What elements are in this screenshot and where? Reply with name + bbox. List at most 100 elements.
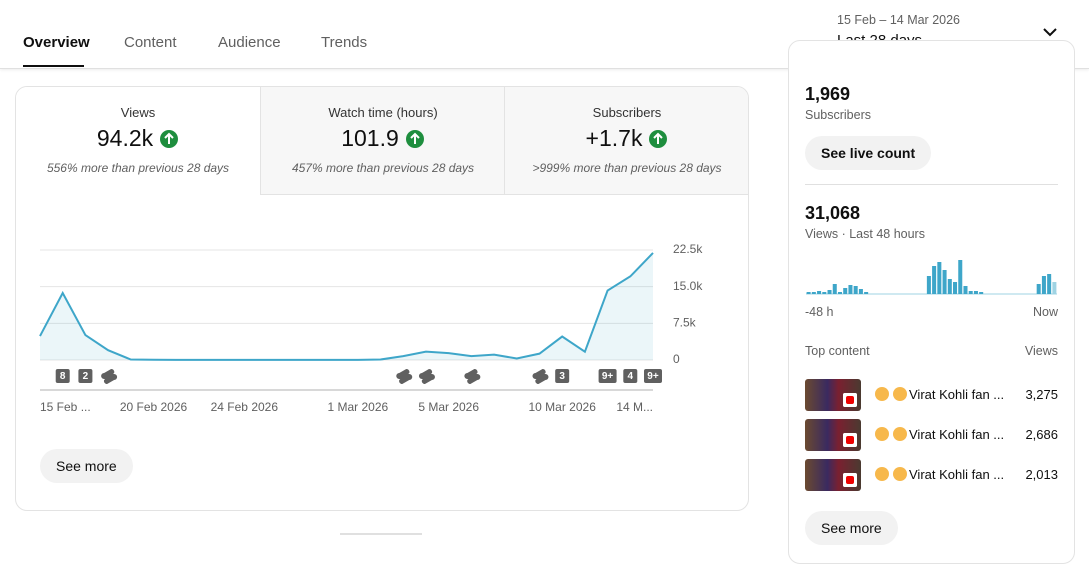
shorts-badge-icon: [846, 396, 854, 404]
metric-change: 556% more than previous 28 days: [46, 161, 230, 175]
bar: [811, 292, 816, 294]
tab[interactable]: Content: [124, 34, 177, 51]
bar: [963, 286, 968, 294]
marker-badge: [644, 369, 662, 383]
bar: [858, 289, 863, 294]
x-tick-label: 5 Mar 2026: [418, 400, 479, 414]
x-tick-label: 15 Feb ...: [40, 400, 91, 414]
date-range[interactable]: 15 Feb – 14 Mar 2026: [837, 13, 960, 27]
marker-badge: [55, 369, 70, 383]
tab-underline: [23, 65, 84, 67]
chevron[interactable]: [1042, 26, 1058, 40]
bar: [1047, 274, 1052, 294]
emoji: [875, 427, 889, 441]
content-views: 3,275: [1025, 387, 1058, 402]
y-tick-label: 15.0k: [673, 279, 703, 293]
marker-badge: [555, 369, 570, 383]
axis-start: -48 h: [805, 305, 834, 319]
x-tick-label: 10 Mar 2026: [528, 400, 596, 414]
metric-change: 457% more than previous 28 days: [291, 161, 475, 175]
line: [39, 252, 654, 361]
bar: [947, 279, 952, 294]
bar: [843, 288, 848, 294]
marker-label: 3: [559, 371, 565, 382]
bar: [926, 276, 931, 294]
shorts-icon: [464, 368, 481, 385]
metric-value: 94.2k: [96, 125, 154, 151]
metric-tile[interactable]: Views 94.2k 556% more than previous 28 d…: [16, 87, 260, 194]
shorts-badge-icon: [846, 476, 854, 484]
header: [0, 0, 1089, 69]
bar: [973, 291, 978, 294]
marker-badge: [78, 369, 93, 383]
metric-tile[interactable]: Subscribers +1.7k >999% more than previo…: [504, 87, 748, 195]
metric-change: >999% more than previous 28 days: [532, 161, 722, 175]
bar: [817, 291, 822, 294]
content-title[interactable]: Virat Kohli fan ...: [909, 387, 1005, 402]
y-tick-label: 22.5k: [673, 242, 703, 256]
divider: [805, 184, 1058, 185]
metric-value: +1.7k: [585, 125, 643, 151]
bar: [848, 285, 853, 294]
live-count-button[interactable]: See live count: [805, 136, 932, 170]
x-tick-label: 24 Feb 2026: [211, 400, 279, 414]
bar: [1052, 282, 1057, 294]
bar: [822, 292, 827, 294]
marker-label: 2: [83, 371, 89, 382]
metric-label: Watch time (hours): [328, 105, 438, 120]
bar: [937, 262, 942, 294]
see-more-button[interactable]: See more: [805, 511, 898, 545]
bar: [953, 282, 958, 294]
bar: [864, 292, 869, 294]
marker-label: 9+: [647, 371, 659, 382]
views-heading: Views: [1024, 344, 1058, 358]
content-title[interactable]: Virat Kohli fan ...: [909, 427, 1005, 442]
bar: [942, 270, 947, 294]
see-more-button[interactable]: See more: [40, 449, 133, 483]
metric-tile[interactable]: Watch time (hours) 101.9 457% more than …: [260, 87, 505, 195]
marker-badge: [623, 369, 638, 383]
subscriber-label: Subscribers: [805, 108, 871, 122]
bar: [1036, 284, 1041, 294]
tab[interactable]: Trends: [321, 34, 368, 51]
bar: [806, 292, 811, 294]
bar: [832, 284, 837, 294]
tab[interactable]: Overview: [23, 34, 90, 51]
metric-value: 101.9: [341, 125, 399, 151]
marker-badge: [598, 369, 617, 383]
x-tick-label: 14 M...: [616, 400, 653, 414]
y-tick-label: 0: [673, 352, 680, 366]
shorts-icon: [532, 368, 549, 385]
shorts-badge-icon: [846, 436, 854, 444]
subscriber-count: 1,969: [805, 84, 851, 104]
emoji: [875, 467, 889, 481]
area-fill: [40, 252, 653, 360]
bar: [958, 260, 963, 294]
views-count: 31,068: [805, 203, 861, 223]
axis-end: Now: [1032, 305, 1058, 319]
bar: [827, 290, 832, 294]
emoji: [893, 387, 907, 401]
x-tick-label: 1 Mar 2026: [328, 400, 389, 414]
bar: [932, 266, 937, 294]
emoji: [893, 467, 907, 481]
emoji: [875, 387, 889, 401]
tab[interactable]: Audience: [218, 34, 281, 51]
content-title[interactable]: Virat Kohli fan ...: [909, 467, 1005, 482]
marker-label: 8: [60, 371, 66, 382]
shorts-icon: [418, 368, 435, 385]
bar: [837, 292, 843, 294]
marker-label: 4: [628, 371, 634, 382]
top-content-heading: Top content: [805, 344, 870, 358]
marker-label: 9+: [602, 371, 614, 382]
content-views: 2,686: [1025, 427, 1058, 442]
up-icon: [405, 129, 424, 148]
overview-card: Views 94.2k 556% more than previous 28 d…: [15, 86, 749, 511]
y-tick-label: 7.5k: [673, 316, 697, 330]
metric-label: Subscribers: [592, 105, 662, 120]
metric-label: Views: [120, 105, 156, 120]
content-views: 2,013: [1025, 467, 1058, 482]
shorts-icon: [396, 368, 413, 385]
